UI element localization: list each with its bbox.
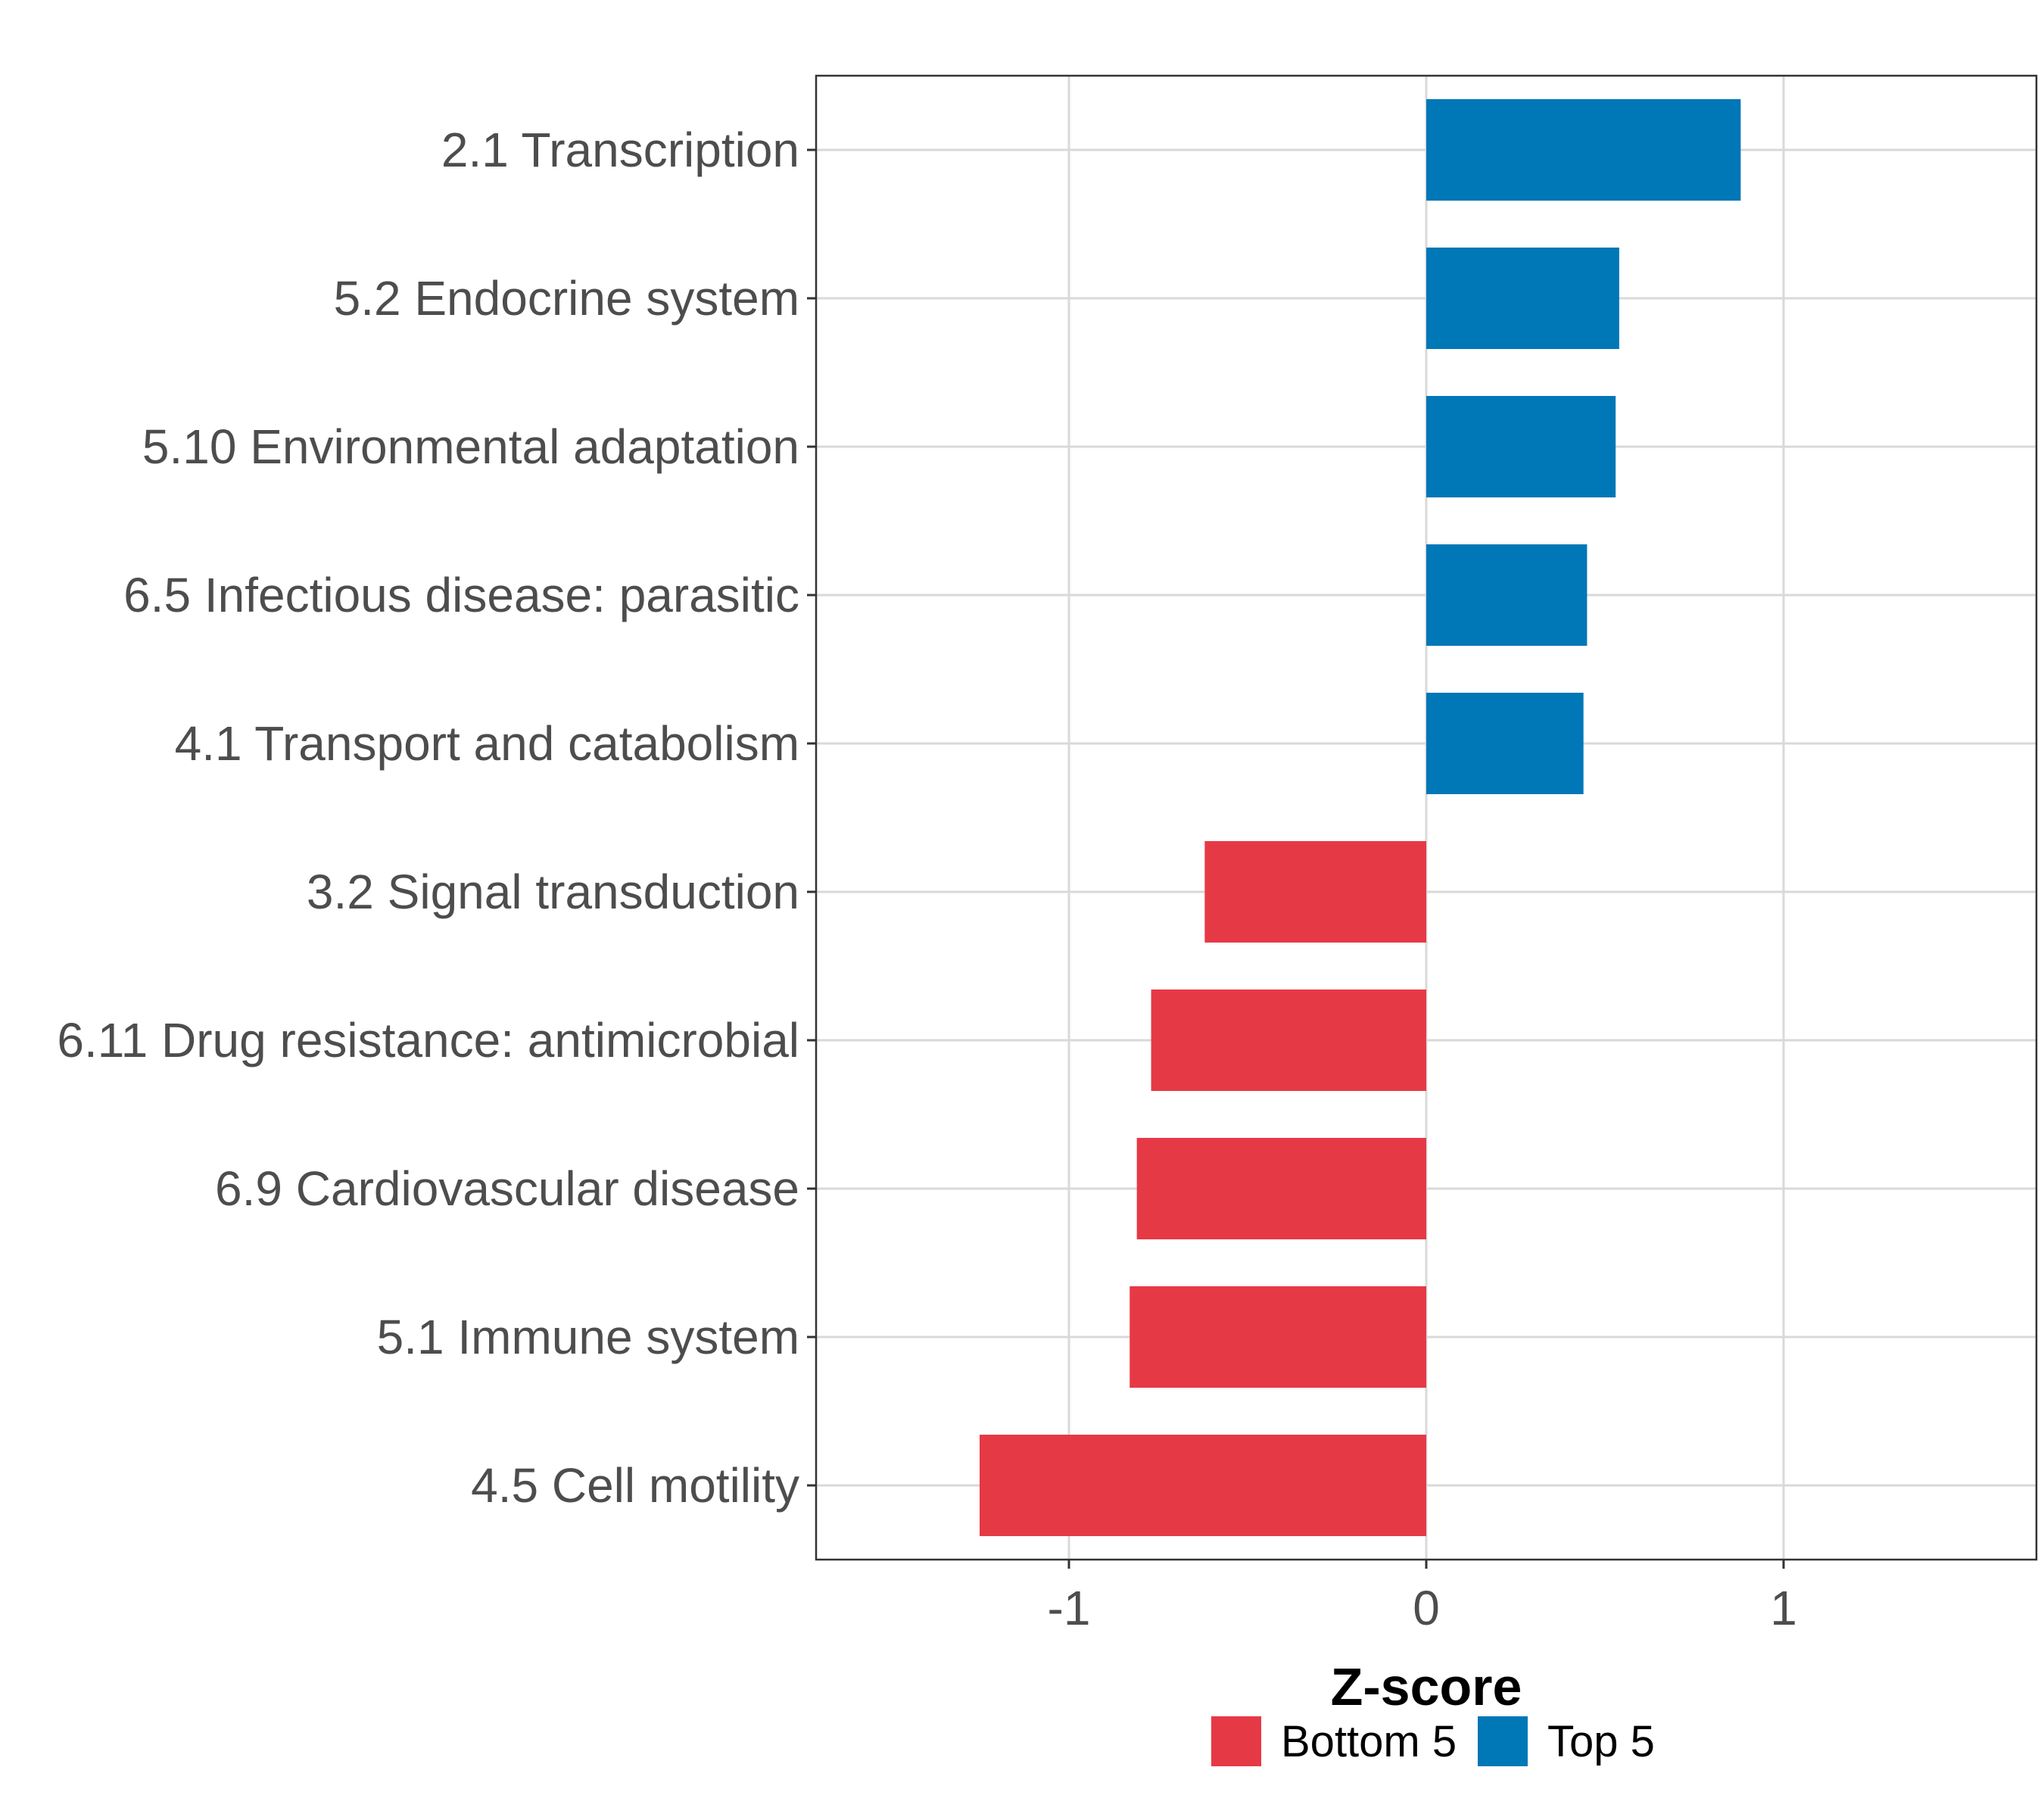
bar [1426, 693, 1584, 794]
bar [1129, 1286, 1426, 1388]
legend-key [1211, 1716, 1261, 1766]
y-tick-label: 5.1 Immune system [377, 1310, 799, 1364]
y-tick-label: 6.5 Infectious disease: parasitic [123, 568, 799, 622]
x-axis: -1 0 1 [1048, 1560, 1797, 1635]
y-tick-label: 3.2 Signal transduction [307, 865, 799, 919]
bar [1204, 841, 1426, 943]
bar [1151, 990, 1426, 1091]
y-tick-label: 5.2 Endocrine system [334, 271, 799, 326]
bar [1426, 248, 1619, 349]
y-tick-label: 4.1 Transport and catabolism [175, 716, 799, 771]
legend-key [1478, 1716, 1528, 1766]
y-tick-label: 6.11 Drug resistance: antimicrobial [57, 1013, 799, 1067]
x-tick-label: -1 [1048, 1581, 1091, 1635]
x-tick-label: 0 [1413, 1581, 1440, 1635]
y-tick-label: 4.5 Cell motility [471, 1458, 799, 1513]
bar [1426, 544, 1588, 646]
bars [980, 99, 1741, 1536]
bar [980, 1435, 1426, 1536]
bar [1426, 396, 1616, 497]
x-axis-title: Z-score [1331, 1657, 1522, 1716]
legend-label: Bottom 5 [1281, 1717, 1457, 1766]
bar [1426, 99, 1741, 201]
y-tick-label: 5.10 Environmental adaptation [142, 419, 799, 474]
x-tick-label: 1 [1770, 1581, 1797, 1635]
bar [1136, 1138, 1426, 1239]
y-tick-label: 6.9 Cardiovascular disease [215, 1161, 799, 1216]
legend: Bottom 5 Top 5 [1211, 1716, 1655, 1766]
legend-label: Top 5 [1547, 1717, 1655, 1766]
y-tick-label: 2.1 Transcription [441, 123, 799, 177]
y-axis: 2.1 Transcription 5.2 Endocrine system 5.1… [57, 123, 816, 1513]
